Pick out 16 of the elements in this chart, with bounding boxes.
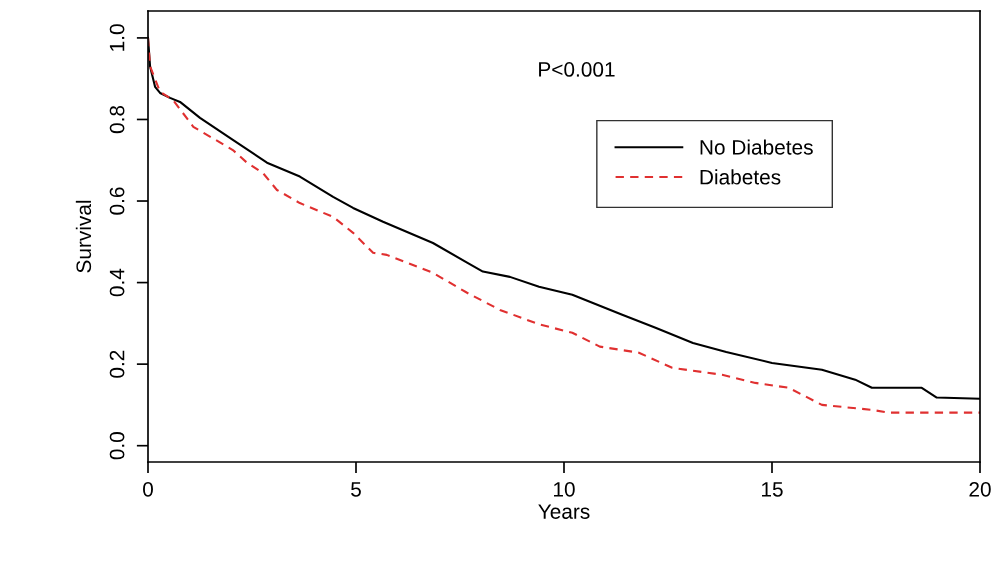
y-tick-label: 0.0 [109, 432, 125, 460]
annotation: P<0.001 [539, 62, 615, 77]
legend-label: Diabetes [700, 169, 781, 185]
y-tick-label: 0.4 [109, 268, 125, 297]
x-axis-title: Years [538, 504, 590, 519]
y-tick-label: 0.6 [109, 187, 125, 215]
x-tick-label: 10 [554, 481, 575, 497]
x-tick-label: 5 [351, 482, 361, 497]
x-tick-label: 15 [762, 482, 783, 497]
y-axis-title: Survival [75, 200, 92, 273]
x-tick-label: 0 [143, 481, 153, 497]
y-tick-label: 1.0 [109, 24, 125, 51]
x-tick-label: 20 [969, 481, 991, 497]
y-tick-label: 0.2 [109, 350, 125, 378]
legend-label: No Diabetes [700, 139, 813, 155]
y-tick-label: 0.8 [109, 105, 125, 134]
